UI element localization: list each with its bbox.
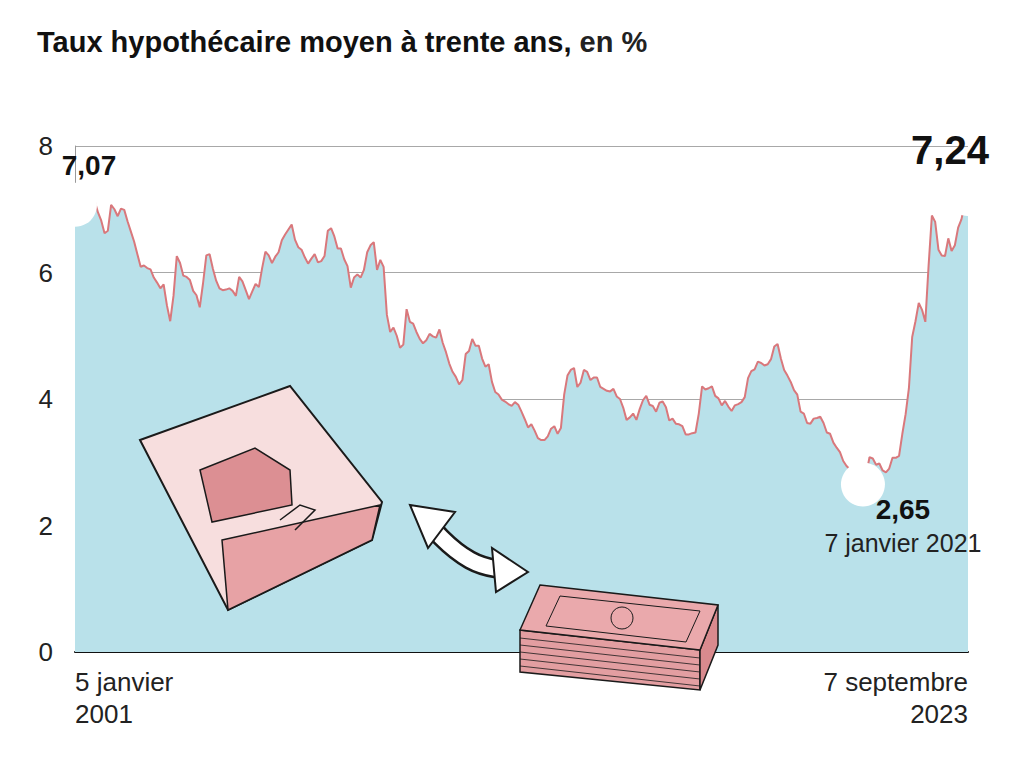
svg-text:8: 8 [39, 131, 53, 161]
svg-text:5 janvier: 5 janvier [75, 667, 174, 697]
svg-text:Taux hypothécaire moyen à tren: Taux hypothécaire moyen à trente ans, [37, 26, 572, 58]
svg-text:2001: 2001 [75, 699, 133, 729]
svg-text:2023: 2023 [910, 699, 968, 729]
svg-text:4: 4 [39, 384, 53, 414]
svg-text:7 septembre: 7 septembre [823, 667, 968, 697]
svg-text:6: 6 [39, 258, 53, 288]
svg-text:2,65: 2,65 [876, 494, 931, 525]
svg-text:7,07: 7,07 [62, 150, 117, 181]
svg-text:7 janvier 2021: 7 janvier 2021 [824, 529, 981, 557]
svg-text:7,24: 7,24 [911, 128, 990, 172]
svg-text:en %: en % [572, 26, 648, 58]
svg-text:2: 2 [39, 511, 53, 541]
svg-text:0: 0 [39, 637, 53, 667]
